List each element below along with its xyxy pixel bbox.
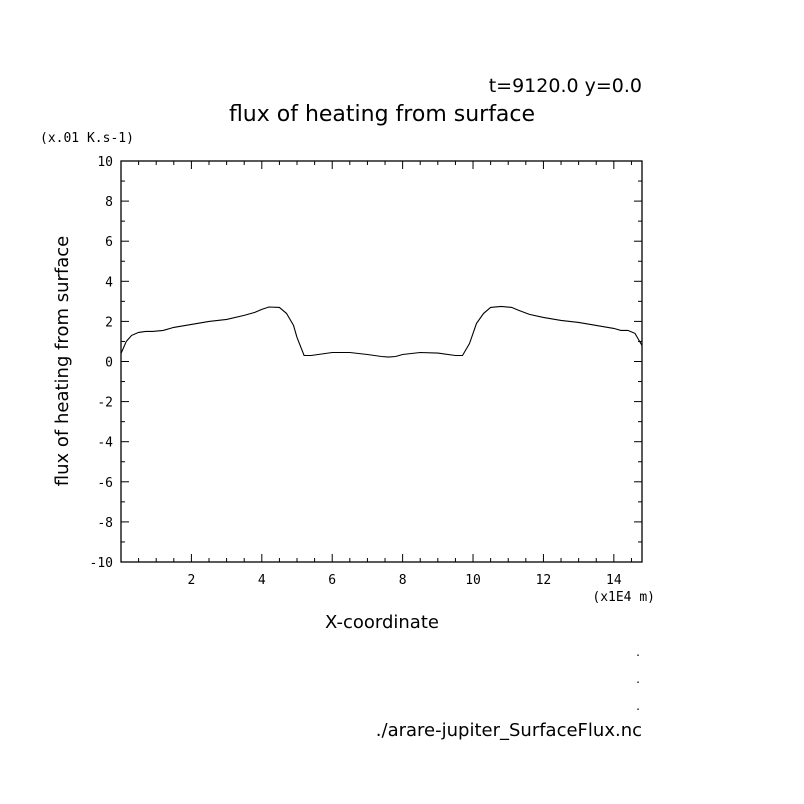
y-tick-label: 0 [105,356,113,371]
footer-dot-3: . [636,699,640,713]
series-line [120,305,643,358]
y-tick-label: -4 [97,436,113,451]
x-tick-label: 12 [536,573,552,588]
y-tick-label: 4 [105,275,113,290]
chart-title: flux of heating from surface [229,102,535,127]
footer-dot-2: . [636,672,640,686]
x-tick-label: 10 [465,573,481,588]
plot-frame [120,160,643,563]
x-unit-label: (x1E4 m) [592,590,655,605]
x-tick-label: 8 [399,573,407,588]
x-tick-label: 4 [258,573,266,588]
footer-dot-1: . [636,645,640,659]
x-tick-label: 2 [187,573,195,588]
y-tick-label: -2 [97,396,113,411]
y-tick-label: -6 [97,476,113,491]
y-tick-label: 8 [105,195,113,210]
y-unit-label: (x.01 K.s-1) [40,131,134,146]
y-tick-label: 6 [105,235,113,250]
source-filename: ./arare-jupiter_SurfaceFlux.nc [376,720,642,741]
y-axis-label: flux of heating from surface [52,236,73,486]
time-label: t=9120.0 y=0.0 [489,75,642,97]
y-tick-label: -10 [90,556,113,571]
y-axis-ticks: -10 -8 -6 -4 -2 0 2 4 6 8 10 [90,155,642,571]
y-tick-label: -8 [97,516,113,531]
x-tick-label: 14 [606,573,622,588]
x-axis-label: X-coordinate [325,612,439,633]
y-tick-label: 2 [105,315,113,330]
x-tick-label: 6 [328,573,336,588]
y-tick-label: 10 [97,155,113,170]
x-axis-ticks: 2 4 6 8 10 12 14 [138,161,632,588]
